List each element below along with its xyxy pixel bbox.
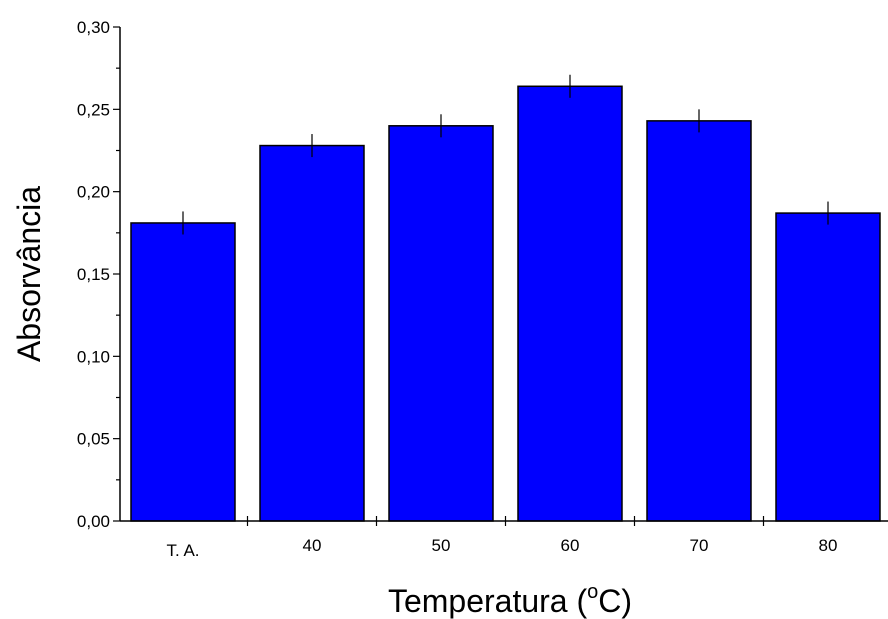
- x-tick-label: 60: [561, 536, 580, 555]
- y-tick-label: 0,00: [77, 512, 110, 531]
- bar-40: [259, 144, 365, 522]
- y-tick-label: 0,30: [77, 18, 110, 37]
- x-tick-label: 50: [432, 536, 451, 555]
- bar-70: [646, 120, 752, 522]
- x-tick-label: T. A.: [166, 541, 199, 560]
- x-tick-label: 70: [690, 536, 709, 555]
- y-tick-label: 0,05: [77, 430, 110, 449]
- error-bars-group: [182, 74, 829, 235]
- x-axis-title-main: Temperatura (: [388, 583, 588, 619]
- bar-ta: [130, 222, 236, 522]
- x-ticks-group: T. A. 40 50 60 70 80: [166, 516, 837, 560]
- bar-50: [388, 125, 494, 522]
- x-axis-title: Temperatura (oC): [388, 581, 632, 619]
- y-tick-label: 0,15: [77, 265, 110, 284]
- x-axis-title-suffix: C): [598, 583, 632, 619]
- x-tick-label: 40: [303, 536, 322, 555]
- y-axis-title: Absorvância: [11, 186, 47, 362]
- y-tick-label: 0,10: [77, 347, 110, 366]
- y-ticks-group: 0,00 0,05 0,10 0,15 0,20 0,25 0,30: [77, 18, 120, 531]
- x-axis-title-superscript: o: [587, 581, 598, 603]
- y-tick-label: 0,20: [77, 183, 110, 202]
- x-tick-label: 80: [819, 536, 838, 555]
- bar-80: [775, 212, 881, 522]
- bar-60: [517, 85, 623, 522]
- y-tick-label: 0,25: [77, 100, 110, 119]
- bars-group: [130, 85, 881, 522]
